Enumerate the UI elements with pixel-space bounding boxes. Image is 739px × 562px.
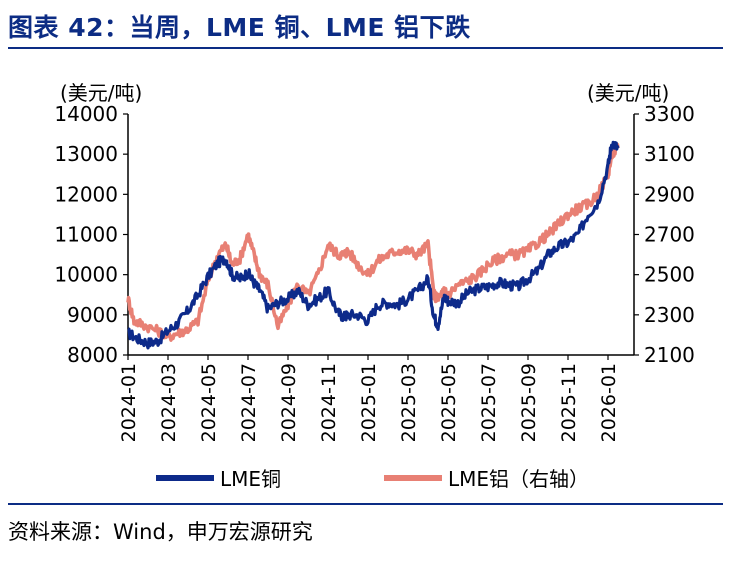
right-tick-label: 3300 [644, 102, 695, 126]
series-line-copper [127, 140, 620, 350]
x-tick-label: 2025-09 [518, 363, 540, 442]
left-tick-label: 14000 [54, 102, 118, 126]
series-line-aluminum [126, 142, 620, 342]
right-tick-label: 2100 [644, 343, 695, 367]
right-tick-label: 2500 [644, 263, 695, 287]
left-tick-label: 12000 [54, 182, 118, 206]
x-tick-label: 2025-07 [478, 363, 500, 442]
legend-label-copper: LME铜 [220, 467, 281, 491]
left-tick-label: 11000 [54, 223, 118, 247]
right-tick-label: 2700 [644, 223, 695, 247]
x-tick-label: 2025-11 [558, 363, 580, 442]
x-tick-label: 2024-11 [318, 363, 340, 442]
x-tick-label: 2024-03 [158, 363, 180, 442]
chart-title: 图表 42：当周，LME 铜、LME 铝下跌 [8, 13, 471, 42]
x-tick-label: 2026-01 [598, 363, 620, 442]
right-tick-label: 2900 [644, 182, 695, 206]
left-tick-label: 13000 [54, 142, 118, 166]
left-tick-label: 9000 [67, 303, 118, 327]
x-tick-label: 2024-09 [278, 363, 300, 442]
x-tick-label: 2024-07 [238, 363, 260, 442]
legend-label-aluminum: LME铝（右轴） [448, 467, 589, 491]
x-tick-label: 2024-05 [198, 363, 220, 442]
left-tick-label: 8000 [67, 343, 118, 367]
title-rule [8, 47, 723, 49]
right-tick-label: 2300 [644, 303, 695, 327]
source-note: 资料来源：Wind，申万宏源研究 [8, 520, 313, 544]
x-tick-label: 2025-05 [438, 363, 460, 442]
left-axis-unit: (美元/吨) [60, 81, 142, 105]
x-tick-label: 2025-03 [398, 363, 420, 442]
source-rule [8, 503, 723, 505]
left-tick-label: 10000 [54, 263, 118, 287]
right-tick-label: 3100 [644, 142, 695, 166]
x-tick-label: 2024-01 [118, 363, 140, 442]
x-tick-label: 2025-01 [358, 363, 380, 442]
right-axis-unit: (美元/吨) [587, 81, 669, 105]
